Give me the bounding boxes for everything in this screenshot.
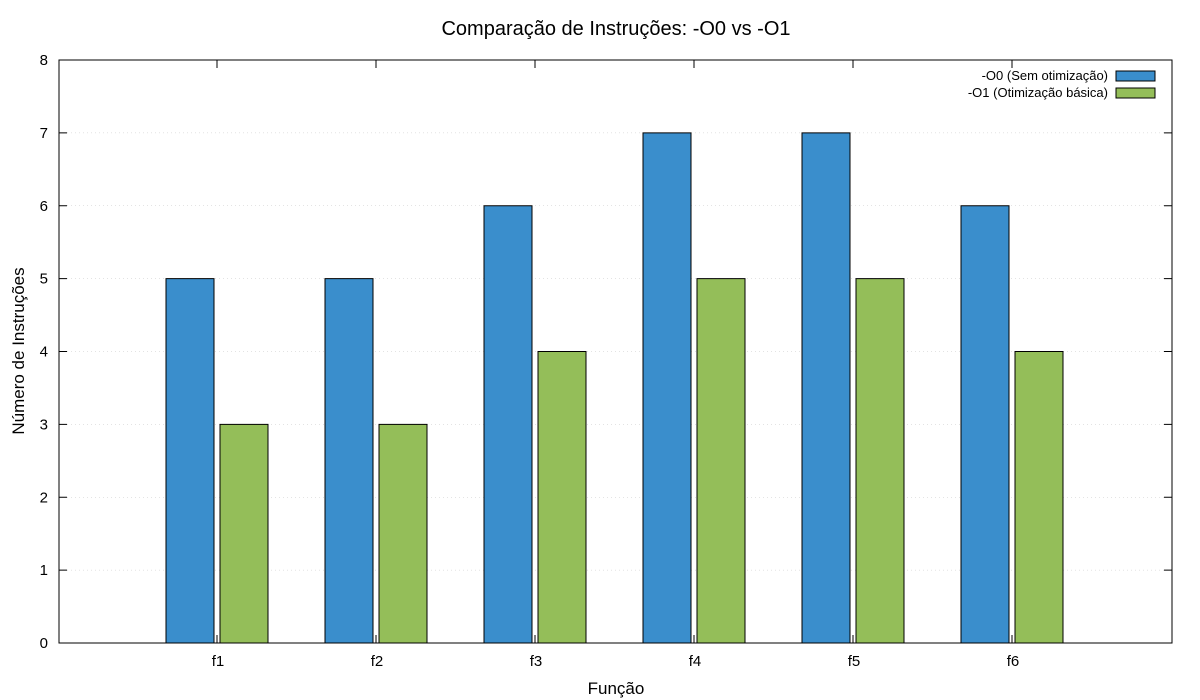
bar-f1-series-1 bbox=[165, 278, 215, 644]
bar-f5-series-1 bbox=[801, 132, 851, 644]
bar-f3-series-1 bbox=[483, 205, 533, 644]
y-axis: 0 1 2 3 4 5 6 7 8 bbox=[40, 52, 1172, 652]
legend-label: -O0 (Sem otimização) bbox=[982, 68, 1108, 83]
x-tick-label: f1 bbox=[212, 653, 225, 670]
y-tick-label: 8 bbox=[40, 52, 48, 69]
y-tick-label: 0 bbox=[40, 635, 48, 652]
bar-f2-series-1 bbox=[324, 278, 374, 644]
y-tick-label: 5 bbox=[40, 271, 48, 288]
bar-f6-series-2 bbox=[1014, 351, 1064, 644]
gridlines bbox=[59, 132, 1172, 571]
bar-f4-series-2 bbox=[696, 278, 746, 644]
bar-f5-series-2 bbox=[855, 278, 905, 644]
y-tick-label: 4 bbox=[40, 344, 48, 361]
chart-title: Comparação de Instruções: -O0 vs -O1 bbox=[441, 18, 790, 40]
bar-f6-series-1 bbox=[960, 205, 1010, 644]
x-axis: f1 f2 f3 f4 f5 f6 bbox=[212, 60, 1020, 670]
y-axis-label: Número de Instruções bbox=[9, 267, 28, 434]
x-axis-label: Função bbox=[588, 679, 645, 698]
legend-swatch bbox=[1115, 87, 1156, 99]
legend-label: -O1 (Otimização básica) bbox=[968, 85, 1108, 100]
x-tick-label: f2 bbox=[371, 653, 384, 670]
y-tick-label: 7 bbox=[40, 125, 48, 142]
legend-swatch bbox=[1115, 70, 1156, 82]
bar-f3-series-2 bbox=[537, 351, 587, 644]
legend: -O0 (Sem otimização) -O1 (Otimização bási… bbox=[968, 68, 1156, 100]
y-tick-label: 6 bbox=[40, 198, 48, 215]
y-tick-label: 3 bbox=[40, 416, 48, 433]
x-tick-label: f6 bbox=[1007, 653, 1020, 670]
y-tick-label: 2 bbox=[40, 489, 48, 506]
x-tick-label: f5 bbox=[848, 653, 861, 670]
bar-f4-series-1 bbox=[642, 132, 692, 644]
x-tick-label: f4 bbox=[689, 653, 702, 670]
y-tick-label: 1 bbox=[40, 562, 48, 579]
x-tick-label: f3 bbox=[530, 653, 543, 670]
bars bbox=[165, 132, 1064, 644]
bar-f2-series-2 bbox=[378, 423, 428, 644]
bar-f1-series-2 bbox=[219, 423, 269, 644]
